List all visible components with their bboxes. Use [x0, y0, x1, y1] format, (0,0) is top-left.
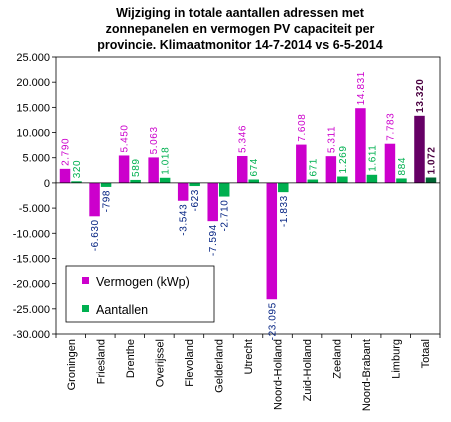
x-tick-label: Limburg [391, 339, 403, 379]
x-axis: Groningen Friesland Drenthe Overijssel Flevo… [55, 334, 441, 411]
x-tick-label: Flevoland [184, 339, 196, 387]
data-label-vermogen: 5.450 [120, 124, 131, 152]
x-tick-label: Utrecht [243, 339, 255, 374]
bar-aantallen [337, 176, 348, 183]
bar-aantallen [307, 179, 319, 183]
y-tick-label: -20.000 [13, 279, 50, 291]
data-label-aantallen: 884 [397, 157, 408, 176]
data-label-aantallen: -798 [102, 190, 113, 212]
data-label-vermogen: -23.095 [267, 302, 278, 340]
data-label-aantallen: 674 [249, 158, 260, 177]
bar-aantallen [366, 174, 378, 183]
bar-aantallen [159, 177, 171, 183]
bar-aantallen [189, 182, 200, 187]
bar-vermogen [59, 168, 71, 183]
bar-vermogen [266, 182, 278, 300]
x-tick-label: Zuid-Holland [302, 339, 314, 401]
data-label-vermogen: 7.608 [297, 114, 308, 142]
y-tick-label: 0 [44, 178, 50, 190]
data-label-aantallen: 1.269 [338, 145, 349, 173]
data-label-vermogen: 5.346 [238, 125, 249, 153]
bar-vermogen [177, 182, 189, 201]
data-label-aantallen: 1.072 [426, 146, 437, 174]
legend-label-aantallen: Aantallen [96, 303, 148, 317]
x-tick-label: Noord-Brabant [361, 339, 373, 411]
bar-vermogen [414, 115, 425, 183]
y-tick-label: -15.000 [13, 253, 50, 265]
y-tick-label: -30.000 [13, 329, 50, 341]
data-label-aantallen: 1.018 [161, 147, 172, 175]
legend-swatch-aantallen [82, 305, 89, 312]
legend-swatch-vermogen [82, 277, 89, 284]
data-label-aantallen: 589 [131, 158, 142, 177]
data-label-vermogen: 13.320 [415, 79, 426, 113]
data-label-aantallen: 671 [308, 158, 319, 177]
bar-aantallen [278, 182, 289, 193]
bar-vermogen [148, 157, 159, 183]
bar-vermogen [89, 182, 100, 217]
legend-label-vermogen: Vermogen (kWp) [96, 275, 190, 289]
bar-aantallen [218, 182, 230, 197]
data-label-aantallen: -623 [190, 189, 201, 211]
y-tick-label: 10.000 [16, 128, 50, 140]
bar-aantallen [100, 182, 112, 187]
bar-aantallen [71, 181, 82, 183]
x-tick-label: Noord-Holland [273, 339, 285, 410]
data-label-vermogen: -7.594 [208, 224, 219, 256]
data-label-vermogen: -6.630 [90, 219, 101, 251]
y-tick-label: 15.000 [16, 102, 50, 114]
y-tick-label: 5.000 [22, 153, 50, 165]
x-tick-label: Groningen [66, 339, 78, 390]
data-label-aantallen: -2.710 [220, 200, 231, 232]
x-tick-label: Zeeland [332, 339, 344, 379]
chart-title-line-3: provincie. Klimaatmonitor 14-7-2014 vs 6… [97, 38, 383, 52]
legend: Vermogen (kWp) Aantallen [65, 265, 215, 323]
bar-aantallen [248, 179, 259, 183]
bar-vermogen [296, 144, 307, 183]
bar-vermogen [384, 143, 396, 183]
y-tick-label: -25.000 [13, 304, 50, 316]
legend-box [65, 265, 215, 323]
y-tick-label: 20.000 [16, 77, 50, 89]
data-label-vermogen: 5.063 [149, 126, 160, 154]
bar-vermogen [237, 155, 248, 183]
x-tick-label: Totaal [420, 339, 432, 368]
bars [59, 108, 437, 300]
y-tick-label: -10.000 [13, 228, 50, 240]
x-tick-label: Overijssel [154, 339, 166, 387]
bar-vermogen [118, 155, 130, 183]
y-tick-label: -5.000 [19, 203, 50, 215]
x-tick-label: Friesland [95, 339, 107, 384]
data-label-aantallen: 320 [72, 160, 83, 179]
bar-aantallen [396, 178, 407, 183]
bar-vermogen [355, 108, 366, 183]
data-label-vermogen: 14.831 [356, 71, 367, 105]
data-label-vermogen: 7.783 [385, 113, 396, 141]
chart-title: Wijziging in totale aantallen adressen m… [97, 6, 383, 52]
y-axis: 25.000 20.000 15.000 10.000 5.000 0 -5.000 -10.… [13, 52, 56, 341]
chart-title-line-2: zonnepanelen en vermogen PV capaciteit p… [106, 22, 375, 36]
x-tick-label: Drenthe [125, 339, 137, 378]
data-label-vermogen: 5.311 [326, 126, 337, 153]
bar-vermogen [207, 182, 218, 222]
chart-title-line-1: Wijziging in totale aantallen adressen m… [116, 6, 365, 20]
bar-aantallen [130, 179, 141, 183]
data-label-vermogen: -3.543 [179, 204, 190, 236]
y-tick-label: 25.000 [16, 52, 50, 64]
data-label-aantallen: 1.611 [367, 144, 378, 171]
data-label-vermogen: 2.790 [61, 138, 72, 166]
data-label-aantallen: -1.833 [279, 195, 290, 227]
x-tick-label: Gelderland [213, 339, 225, 393]
bar-aantallen [425, 177, 437, 183]
bar-vermogen [325, 156, 337, 183]
